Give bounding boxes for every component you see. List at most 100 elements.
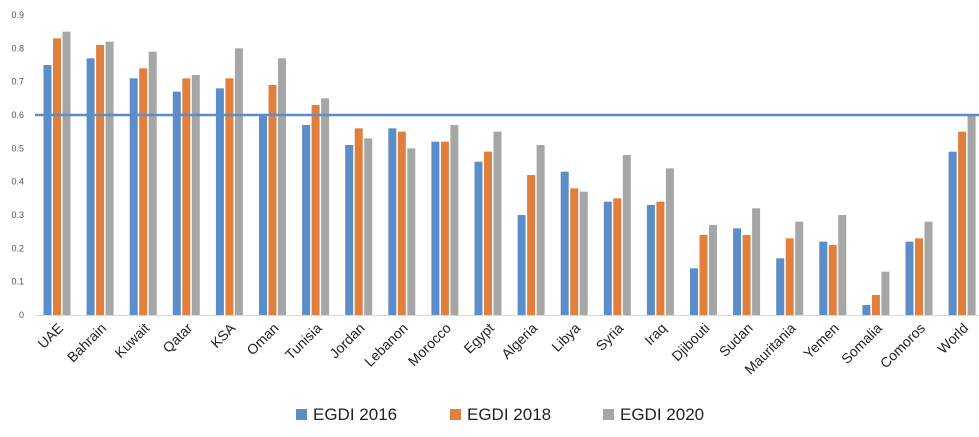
bar-sudan-2	[742, 235, 751, 315]
bar-syria-2	[613, 198, 622, 315]
bar-comoros-2	[915, 238, 923, 315]
bar-uae-2	[53, 38, 61, 315]
bar-egypt-3	[493, 131, 502, 315]
bar-mauritania-1	[776, 258, 785, 315]
bar-iraq-3	[665, 168, 674, 315]
legend-swatch-2	[450, 409, 461, 420]
bar-morocco-1	[431, 141, 440, 315]
bar-sudan-3	[752, 208, 761, 315]
x-tick-label-tunisia: Tunisia	[282, 320, 325, 363]
bar-oman-3	[278, 58, 286, 315]
bar-egypt-2	[484, 151, 492, 315]
x-tick-label-world: World	[934, 320, 971, 357]
y-tick-label-3: 0.3	[11, 210, 24, 220]
bar-sudan-1	[733, 228, 742, 315]
bar-tunisia-1	[302, 125, 311, 315]
bar-morocco-2	[440, 141, 449, 315]
x-tick-label-ksa: KSA	[207, 319, 239, 351]
x-tick-label-bahrain: Bahrain	[64, 320, 109, 365]
legend-label-1: EGDI 2016	[313, 405, 397, 424]
bar-bahrain-3	[105, 41, 114, 316]
bar-qatar-1	[172, 91, 181, 316]
bar-qatar-2	[182, 78, 191, 315]
bar-bahrain-1	[86, 58, 95, 315]
bar-yemen-2	[828, 245, 837, 315]
x-tick-label-lebanon: Lebanon	[361, 320, 411, 370]
bar-somalia-1	[862, 305, 871, 315]
bar-algeria-1	[517, 215, 526, 315]
bar-world-3	[967, 115, 976, 315]
y-tick-label-1: 0.1	[11, 277, 24, 287]
y-tick-label-6: 0.6	[11, 110, 24, 120]
y-tick-label-4: 0.4	[11, 177, 24, 187]
bar-mauritania-2	[785, 238, 794, 315]
x-tick-label-oman: Oman	[243, 320, 281, 358]
bar-lebanon-2	[397, 131, 406, 315]
x-tick-label-djibouti: Djibouti	[668, 320, 712, 364]
x-tick-label-libya: Libya	[548, 320, 583, 355]
legend-swatch-3	[603, 409, 614, 420]
bar-yemen-1	[819, 241, 828, 315]
bar-djibouti-2	[699, 235, 708, 315]
x-tick-label-jordan: Jordan	[326, 320, 368, 362]
x-tick-label-comoros: Comoros	[877, 320, 928, 371]
x-tick-label-yemen: Yemen	[800, 320, 842, 362]
bar-syria-3	[622, 155, 631, 315]
bar-djibouti-3	[709, 225, 717, 315]
bar-lebanon-1	[388, 128, 397, 315]
x-tick-label-morocco: Morocco	[405, 320, 454, 369]
bar-bahrain-2	[96, 45, 105, 315]
bar-egypt-1	[474, 161, 483, 315]
bar-world-2	[958, 131, 967, 315]
bar-djibouti-1	[690, 268, 698, 315]
bar-syria-1	[603, 201, 612, 315]
y-tick-label-5: 0.5	[11, 143, 24, 153]
bar-qatar-3	[191, 75, 200, 315]
x-tick-label-iraq: Iraq	[641, 320, 669, 348]
bar-uae-3	[62, 31, 71, 316]
bar-libya-1	[560, 171, 569, 315]
x-tick-label-sudan: Sudan	[716, 320, 756, 360]
y-tick-label-0: 0	[19, 310, 24, 320]
bar-libya-3	[579, 191, 588, 315]
legend-label-2: EGDI 2018	[467, 405, 551, 424]
bar-somalia-2	[871, 295, 880, 315]
bar-ksa-3	[234, 48, 243, 315]
y-tick-label-2: 0.2	[11, 243, 24, 253]
bar-iraq-1	[646, 205, 655, 315]
bar-jordan-1	[345, 145, 354, 315]
bar-lebanon-3	[407, 148, 416, 315]
x-tick-label-qatar: Qatar	[159, 320, 195, 356]
x-tick-label-algeria: Algeria	[498, 320, 540, 362]
y-tick-label-7: 0.7	[11, 77, 24, 87]
bar-tunisia-3	[321, 98, 330, 315]
bar-tunisia-2	[311, 105, 320, 315]
y-tick-label-9: 0.9	[11, 10, 24, 20]
legend-label-3: EGDI 2020	[620, 405, 704, 424]
bar-uae-1	[43, 65, 52, 315]
bar-morocco-3	[450, 125, 459, 315]
y-tick-label-8: 0.8	[11, 43, 24, 53]
bar-kuwait-3	[148, 51, 157, 316]
bar-libya-2	[570, 188, 579, 315]
bar-comoros-1	[905, 241, 914, 315]
bar-ksa-1	[215, 88, 224, 315]
bar-world-1	[948, 151, 957, 315]
x-tick-label-uae: UAE	[34, 320, 66, 352]
legend-swatch-1	[296, 409, 307, 420]
bar-jordan-2	[354, 128, 363, 315]
bar-kuwait-1	[129, 78, 138, 315]
x-tick-label-kuwait: Kuwait	[111, 320, 152, 361]
bar-somalia-3	[881, 271, 890, 315]
bar-yemen-3	[838, 215, 847, 315]
bar-algeria-2	[527, 175, 536, 315]
bar-ksa-2	[225, 78, 234, 315]
bar-oman-1	[259, 115, 267, 315]
bar-jordan-3	[364, 138, 373, 315]
x-tick-label-egypt: Egypt	[460, 320, 497, 357]
bar-kuwait-2	[139, 68, 148, 315]
bar-iraq-2	[656, 201, 665, 315]
bar-oman-2	[268, 85, 277, 315]
